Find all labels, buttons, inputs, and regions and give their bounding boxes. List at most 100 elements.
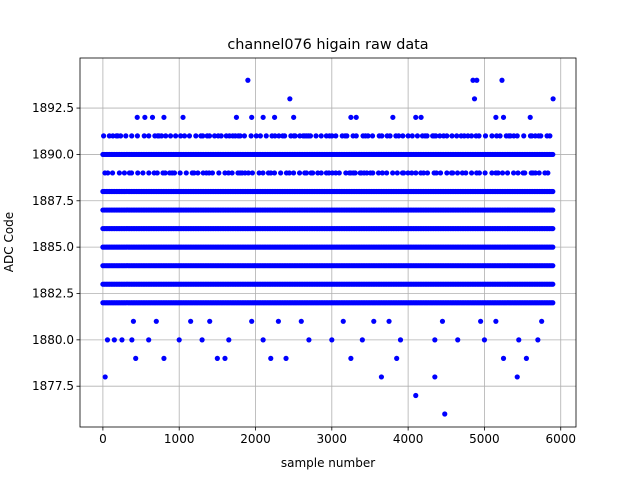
data-point xyxy=(340,318,346,324)
data-point xyxy=(268,170,274,176)
data-point xyxy=(409,170,415,176)
x-axis-label: sample number xyxy=(281,456,375,470)
data-point xyxy=(394,355,400,361)
data-point xyxy=(161,114,167,120)
data-point xyxy=(400,133,406,139)
data-point xyxy=(211,133,218,139)
data-point xyxy=(454,170,461,176)
data-point xyxy=(296,170,303,176)
data-point xyxy=(437,170,444,176)
data-point xyxy=(171,170,178,176)
data-point xyxy=(282,133,288,139)
data-point xyxy=(344,133,350,139)
data-point xyxy=(291,114,297,120)
data-point xyxy=(142,114,148,120)
data-point xyxy=(163,133,169,139)
data-point xyxy=(104,337,111,343)
data-point xyxy=(450,170,456,176)
data-point xyxy=(214,355,220,361)
data-point xyxy=(369,133,376,139)
data-point xyxy=(375,170,382,176)
data-point xyxy=(413,392,419,399)
data-point xyxy=(433,133,439,139)
data-point xyxy=(432,374,438,380)
data-point xyxy=(101,133,107,139)
data-point xyxy=(245,77,251,83)
data-point xyxy=(226,337,232,343)
data-point xyxy=(318,133,324,139)
data-point xyxy=(353,133,359,139)
data-point xyxy=(306,337,312,343)
data-point xyxy=(218,133,224,139)
data-point xyxy=(178,133,184,139)
data-point xyxy=(162,170,168,176)
data-point xyxy=(514,374,520,380)
data-point xyxy=(109,170,116,176)
data-point xyxy=(140,170,146,176)
data-point xyxy=(471,96,478,102)
data-point xyxy=(370,170,376,176)
data-point xyxy=(455,337,461,343)
data-point xyxy=(396,133,402,139)
data-point xyxy=(463,170,469,176)
data-point xyxy=(222,355,228,361)
data-point xyxy=(111,337,117,343)
data-point xyxy=(290,170,297,176)
data-point xyxy=(129,133,135,139)
data-point xyxy=(365,133,371,139)
x-tick-label: 2000 xyxy=(240,432,271,446)
data-point xyxy=(514,133,520,139)
data-point xyxy=(476,170,482,176)
data-point xyxy=(482,170,488,176)
data-point xyxy=(225,170,232,176)
data-point xyxy=(268,355,274,361)
data-point xyxy=(260,114,266,120)
data-point xyxy=(433,170,440,176)
data-point xyxy=(550,207,556,213)
data-point xyxy=(199,337,205,343)
data-point xyxy=(105,170,111,176)
data-point xyxy=(387,133,393,139)
data-point xyxy=(481,337,488,343)
y-tick-label: 1885.0 xyxy=(32,240,74,254)
data-point xyxy=(271,170,278,176)
data-point xyxy=(442,411,448,417)
data-point xyxy=(241,133,248,139)
data-point xyxy=(233,114,240,120)
data-point xyxy=(260,170,266,176)
data-point xyxy=(167,133,174,139)
data-point xyxy=(260,337,266,343)
y-tick-label: 1892.5 xyxy=(32,101,74,115)
data-point xyxy=(102,374,108,380)
data-point xyxy=(550,244,556,250)
data-point xyxy=(550,281,556,287)
data-point xyxy=(283,355,289,361)
data-point xyxy=(493,318,499,324)
data-point xyxy=(550,300,556,306)
data-point xyxy=(186,133,193,139)
x-tick-label: 0 xyxy=(99,432,107,446)
data-point xyxy=(401,170,407,176)
data-point xyxy=(353,114,359,120)
data-point xyxy=(121,170,128,176)
data-point xyxy=(547,133,553,139)
data-point xyxy=(329,133,335,139)
data-point xyxy=(504,170,511,176)
data-point xyxy=(135,170,141,176)
data-point xyxy=(303,170,310,176)
data-point xyxy=(123,133,129,139)
x-tick-label: 1000 xyxy=(164,432,195,446)
data-point xyxy=(379,133,385,139)
y-tick-label: 1890.0 xyxy=(32,147,74,161)
data-point xyxy=(489,170,495,176)
data-point xyxy=(449,133,455,139)
data-point xyxy=(424,170,431,176)
data-point xyxy=(468,133,475,139)
data-point xyxy=(146,133,152,139)
data-point xyxy=(129,337,135,343)
data-point xyxy=(333,133,339,139)
data-point xyxy=(207,318,213,324)
x-tick-label: 5000 xyxy=(469,432,500,446)
data-point xyxy=(313,133,319,139)
